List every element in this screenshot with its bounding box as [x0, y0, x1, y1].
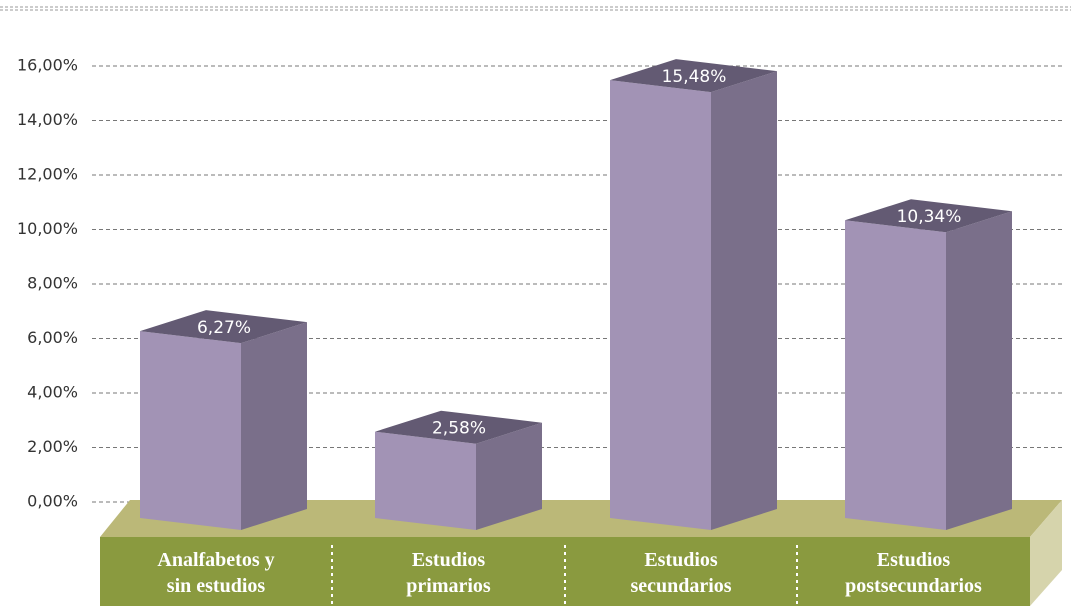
- y-tick-label: 6,00%: [27, 328, 78, 347]
- y-tick-label: 16,00%: [17, 56, 78, 75]
- floor-side: [1030, 500, 1062, 606]
- bar-front: [610, 80, 711, 531]
- y-tick-label: 4,00%: [27, 383, 78, 402]
- x-tick-label: Analfabetos y sin estudios: [157, 549, 275, 597]
- x-tick-label: Estudios secundarios: [630, 549, 732, 597]
- y-tick-label: 12,00%: [17, 165, 78, 184]
- y-tick-label: 8,00%: [27, 274, 78, 293]
- bar-side: [711, 71, 777, 531]
- value-label: 10,34%: [897, 207, 962, 227]
- bar-top: [375, 410, 542, 444]
- value-label: 15,48%: [662, 67, 727, 87]
- value-label: 6,27%: [197, 318, 251, 338]
- y-tick-label: 2,00%: [27, 437, 78, 456]
- bar-front: [375, 431, 476, 530]
- y-tick-label: 10,00%: [17, 219, 78, 238]
- bars: 6,27% 2,58% 15,48% 10,34%: [140, 59, 1012, 531]
- bar-front: [845, 220, 946, 531]
- bar-side: [476, 422, 542, 530]
- bar: [140, 310, 307, 530]
- floor-top: [100, 500, 1062, 537]
- bar: [610, 59, 777, 531]
- bar-top: [610, 59, 777, 93]
- bar-top: [845, 199, 1012, 233]
- value-label: 2,58%: [432, 419, 486, 439]
- bar-side: [241, 322, 307, 530]
- bar: [375, 410, 542, 530]
- x-tick-label: Estudios primarios: [406, 549, 491, 597]
- y-tick-label: 14,00%: [17, 110, 78, 129]
- x-tick-label: Estudios postsecundarios: [845, 549, 982, 597]
- bar: [845, 199, 1012, 531]
- bar-side: [946, 211, 1012, 531]
- bar-top: [140, 310, 307, 344]
- bar-front: [140, 331, 241, 530]
- y-tick-label: 0,00%: [27, 492, 78, 511]
